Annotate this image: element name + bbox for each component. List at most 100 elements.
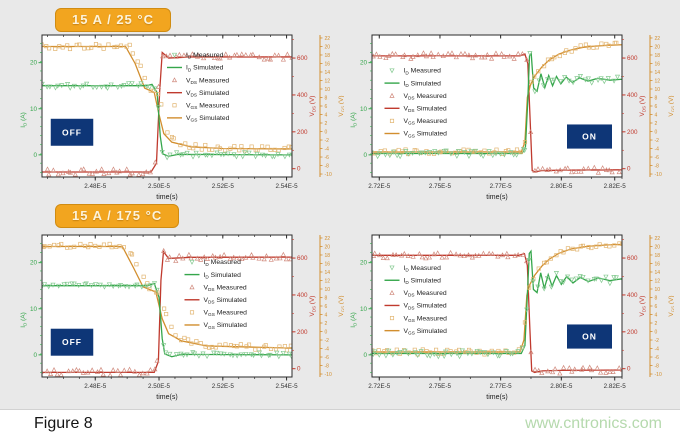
svg-text:VGS Simulated: VGS Simulated: [204, 322, 248, 330]
id-axis: 0 10 20 ID (A): [350, 42, 372, 173]
svg-text:2: 2: [325, 121, 328, 127]
x-axis: 2.48E-5 2.50E-5 2.52E-5 2.54E-5 time(s): [47, 235, 298, 401]
svg-text:-10: -10: [325, 372, 332, 378]
watermark-link[interactable]: www.cntronics.com: [525, 415, 662, 432]
svg-text:VDS Simulated: VDS Simulated: [404, 106, 447, 114]
id-axis: 0 10 20 ID (A): [350, 242, 372, 373]
svg-text:10: 10: [325, 287, 331, 293]
state-box: OFF: [50, 118, 94, 146]
svg-text:600: 600: [297, 255, 308, 262]
svg-text:20: 20: [655, 244, 661, 250]
svg-text:VDS Measured: VDS Measured: [204, 284, 247, 292]
state-label: OFF: [62, 337, 82, 347]
svg-text:-10: -10: [655, 172, 662, 178]
svg-text:2.75E-5: 2.75E-5: [429, 183, 452, 190]
svg-text:-8: -8: [655, 163, 660, 169]
id-axis: 0 10 20 ID (A): [20, 42, 42, 173]
svg-text:2.77E-5: 2.77E-5: [490, 183, 513, 190]
svg-text:4: 4: [325, 312, 328, 318]
svg-text:2.72E-5: 2.72E-5: [368, 183, 391, 190]
figure-caption-bar: Figure 8 www.cntronics.com: [0, 410, 680, 442]
plot-frame: [371, 234, 623, 378]
svg-text:VGS Measured: VGS Measured: [204, 310, 248, 318]
svg-text:-10: -10: [325, 172, 332, 178]
svg-text:600: 600: [297, 55, 308, 62]
id-axis: 0 10 20 ID (A): [20, 242, 42, 373]
svg-text:0: 0: [363, 152, 367, 159]
svg-text:12: 12: [655, 278, 661, 284]
svg-text:2.80E-5: 2.80E-5: [550, 383, 573, 390]
svg-text:0: 0: [627, 366, 631, 373]
legend: ID Measured ID Simulated VDS Measured VDS S…: [184, 259, 248, 330]
svg-text:18: 18: [655, 53, 661, 59]
svg-text:12: 12: [655, 78, 661, 84]
svg-text:ID Measured: ID Measured: [404, 68, 442, 76]
svg-text:4: 4: [655, 112, 658, 118]
condition-badge-25c: 15 A / 25 °C: [55, 8, 171, 32]
svg-text:0: 0: [627, 166, 631, 173]
svg-text:0: 0: [325, 129, 328, 135]
series-vds_sim: [372, 252, 622, 374]
svg-text:18: 18: [325, 53, 331, 59]
svg-text:-8: -8: [325, 163, 330, 169]
svg-text:2.52E-5: 2.52E-5: [212, 383, 235, 390]
state-box: ON: [567, 124, 612, 149]
svg-text:10: 10: [360, 306, 368, 313]
series-id_meas: [372, 51, 622, 160]
svg-text:0: 0: [33, 352, 37, 359]
svg-text:2.72E-5: 2.72E-5: [368, 383, 391, 390]
svg-text:14: 14: [655, 70, 661, 76]
series-vds_meas: [42, 51, 292, 177]
id-axis-label: ID (A): [20, 312, 28, 327]
svg-text:2.52E-5: 2.52E-5: [212, 183, 235, 190]
svg-text:-4: -4: [325, 146, 330, 152]
series-id_sim: [372, 51, 622, 155]
state-box: ON: [567, 324, 612, 349]
svg-text:VDS Simulated: VDS Simulated: [204, 297, 247, 305]
svg-text:2.82E-5: 2.82E-5: [604, 183, 627, 190]
svg-text:VDS Measured: VDS Measured: [186, 77, 229, 85]
vds-axis: 0 200 400 600 VDS (V): [622, 39, 647, 173]
series-vgs_meas: [42, 241, 292, 353]
svg-text:18: 18: [655, 253, 661, 259]
vds-axis-label: VDS (V): [309, 96, 317, 117]
svg-text:14: 14: [325, 70, 331, 76]
state-label: ON: [582, 332, 597, 342]
x-axis: 2.72E-5 2.75E-5 2.77E-5 2.80E-5 2.82E-5 time(…: [368, 35, 626, 201]
svg-text:18: 18: [325, 253, 331, 259]
svg-text:400: 400: [297, 292, 308, 299]
svg-text:0: 0: [325, 329, 328, 335]
svg-text:600: 600: [627, 55, 638, 62]
vds-axis: 0 200 400 600 VDS (V): [292, 239, 317, 373]
vgs-axis-label: VGS (V): [668, 295, 674, 316]
svg-text:200: 200: [627, 329, 638, 336]
svg-text:200: 200: [297, 329, 308, 336]
plot-turn-off-25c: 2.48E-5 2.50E-5 2.52E-5 2.54E-5time(s)01020…: [20, 34, 344, 201]
series-id_meas: [42, 281, 292, 360]
series-layer: [372, 40, 622, 175]
id-axis-label: ID (A): [20, 112, 28, 127]
svg-text:-10: -10: [655, 372, 662, 378]
series-vds_meas: [372, 249, 622, 376]
svg-text:20: 20: [360, 260, 368, 267]
svg-text:6: 6: [655, 304, 658, 310]
svg-text:-4: -4: [655, 146, 660, 152]
svg-text:0: 0: [655, 129, 658, 135]
series-layer: [372, 241, 622, 376]
svg-text:16: 16: [325, 261, 331, 267]
plot-turn-on-175c: 2.72E-5 2.75E-5 2.77E-5 2.80E-5 2.82E-5 time(…: [350, 234, 674, 401]
svg-text:20: 20: [360, 60, 368, 67]
svg-text:VGS Simulated: VGS Simulated: [186, 115, 230, 123]
svg-text:VDS Measured: VDS Measured: [404, 93, 447, 101]
svg-text:4: 4: [325, 112, 328, 118]
svg-text:0: 0: [655, 329, 658, 335]
series-layer: [42, 241, 292, 377]
svg-text:16: 16: [325, 61, 331, 67]
svg-text:22: 22: [655, 236, 661, 242]
